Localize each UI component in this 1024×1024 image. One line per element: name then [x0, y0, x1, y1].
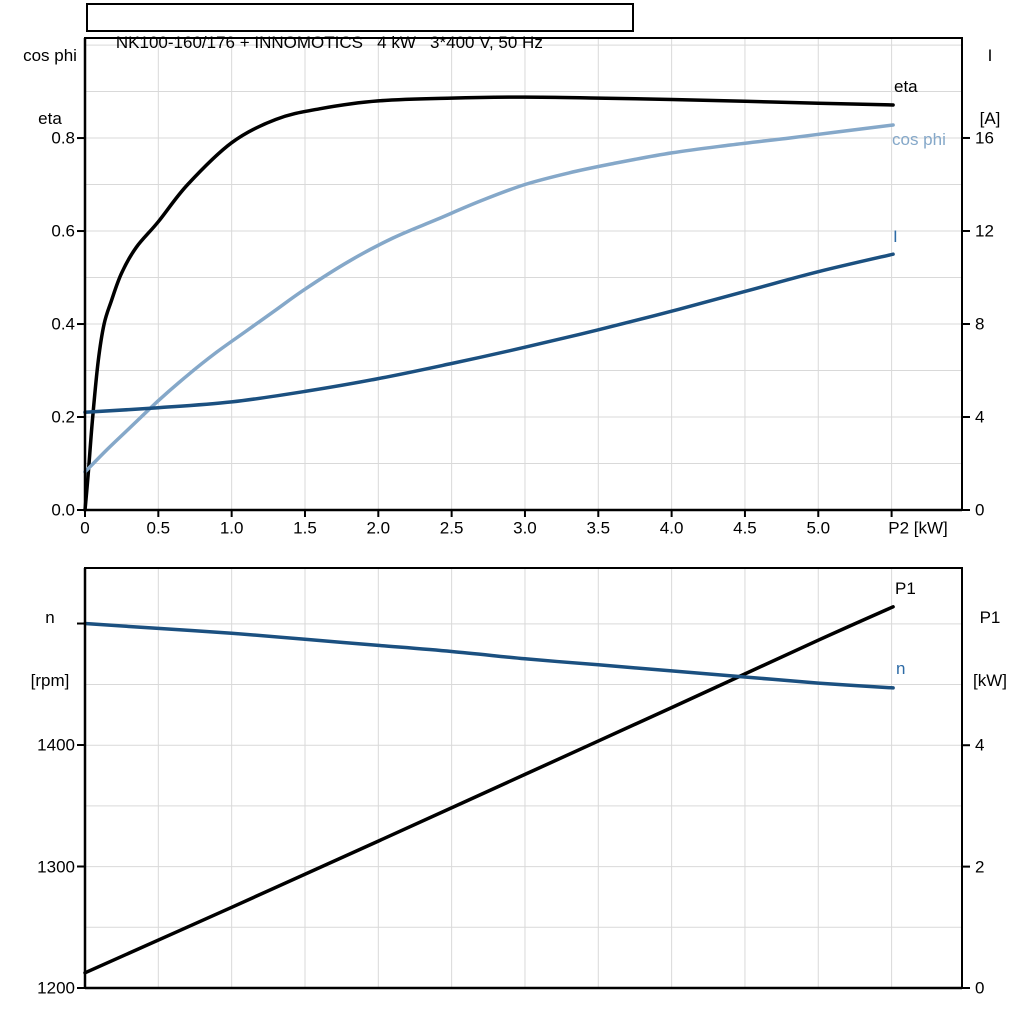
y-right-tick-label: 0: [975, 500, 985, 520]
x-tick-label: 3.0: [513, 518, 537, 538]
x-tick-label: 0.5: [146, 518, 171, 538]
x-tick-label: 5.0: [806, 518, 831, 538]
y-left-tick-label: 0.0: [51, 500, 75, 520]
x-tick-label: 2.5: [439, 518, 464, 538]
p1-axis-text: P1: [979, 608, 1001, 627]
y-right-tick-label: 0: [975, 978, 985, 998]
y-left-tick-label: 1400: [37, 735, 75, 755]
chart-title: NK100-160/176 + INNOMOTICS 4 kW 3*400 V,…: [115, 33, 543, 52]
eta-axis-text: eta: [38, 109, 62, 128]
x-tick-label: 1.5: [293, 518, 317, 538]
y-left-tick-label: 0.8: [51, 128, 75, 148]
ampere-unit-text: [A]: [979, 109, 1001, 128]
x-tick-label: 1.0: [219, 518, 244, 538]
y-left-tick-label: 0.6: [51, 221, 75, 241]
x-tick-label: 3.5: [586, 518, 611, 538]
y-right-tick-label: 4: [975, 735, 985, 755]
y-left-tick-label: 1300: [37, 857, 75, 876]
top-right-axis-label: I [A]: [948, 3, 1024, 171]
top-left-axis-label: cos phi eta: [8, 3, 92, 171]
bottom-right-axis-label: P1 [kW]: [948, 565, 1024, 733]
curve-cos-phi: [83, 123, 895, 474]
kw-unit-text: [kW]: [973, 671, 1007, 690]
current-axis-text: I: [987, 46, 993, 65]
y-right-tick-label: 4: [975, 407, 985, 427]
curve-eta: [83, 95, 895, 512]
p1-curve-label: P1: [895, 579, 916, 598]
y-right-tick-label: 8: [975, 314, 985, 334]
x-axis-label: P2 [kW]: [888, 518, 948, 538]
rpm-unit-text: [rpm]: [30, 671, 70, 690]
bottom-left-axis-label: n [rpm]: [8, 565, 92, 733]
x-tick-label: 4.0: [659, 518, 684, 538]
y-left-tick-label: 0.4: [51, 314, 75, 334]
x-tick-label: 4.5: [733, 518, 757, 538]
cos-phi-axis-text: cos phi: [23, 46, 77, 65]
curve-n: [83, 621, 895, 690]
y-right-tick-label: 2: [975, 857, 985, 877]
y-left-tick-label: 1200: [37, 978, 75, 998]
cos-phi-curve-label: cos phi: [892, 130, 946, 149]
curve-p1: [83, 605, 895, 975]
x-tick-label: 0: [80, 518, 90, 538]
y-right-tick-label: 12: [975, 221, 994, 241]
current-curve-label: I: [893, 227, 898, 246]
n-curve-label: n: [896, 659, 906, 678]
speed-axis-text: n: [45, 608, 55, 627]
y-right-tick-label: 16: [975, 128, 994, 148]
x-tick-label: 2.0: [366, 518, 391, 538]
eta-curve-label: eta: [894, 77, 918, 96]
y-left-tick-label: 0.2: [51, 407, 75, 427]
chart-title-box: NK100-160/176 + INNOMOTICS 4 kW 3*400 V,…: [86, 3, 634, 52]
plot-frame: [84, 37, 963, 511]
curve-i: [83, 252, 895, 415]
